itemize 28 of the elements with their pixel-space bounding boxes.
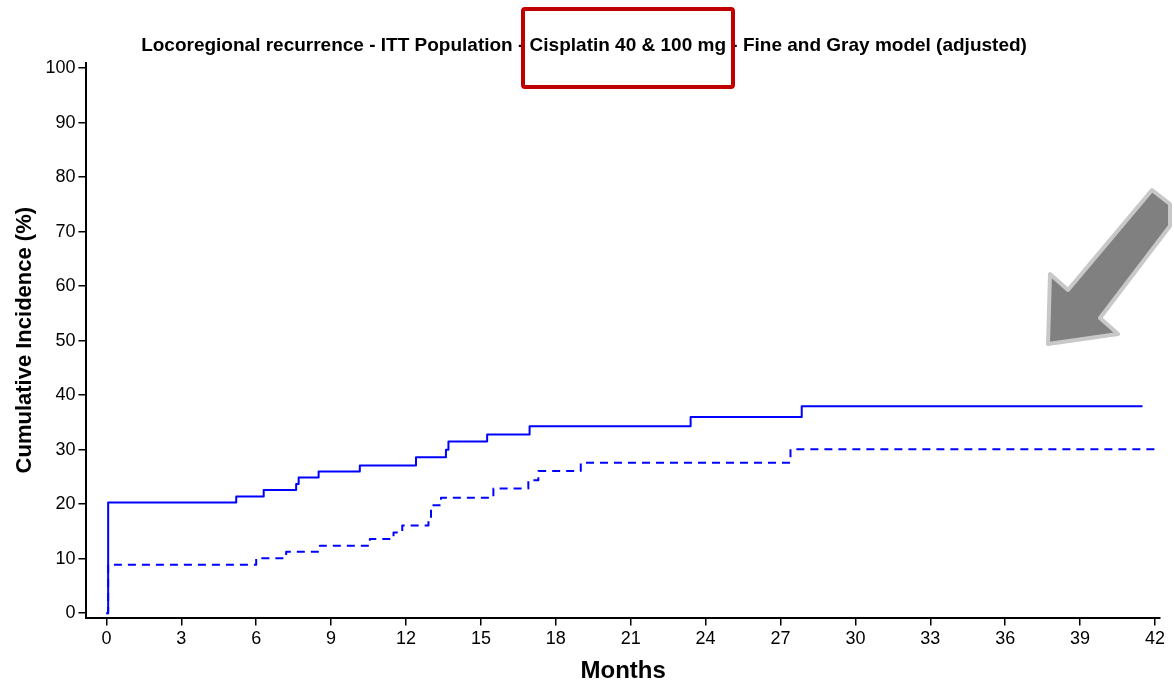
x-tick-label: 42 [1144, 628, 1166, 649]
x-tick-label: 12 [395, 628, 417, 649]
x-tick-label: 39 [1070, 628, 1091, 649]
x-tick-label: 27 [770, 628, 791, 649]
x-tick-label: 30 [845, 628, 866, 649]
y-tick-label: 90 [55, 111, 76, 132]
x-tick-label: 9 [326, 628, 337, 649]
y-tick-label: 60 [55, 275, 76, 296]
y-tick-label: 50 [55, 329, 76, 350]
x-tick-label: 18 [545, 628, 566, 649]
y-tick-label: 10 [55, 547, 76, 568]
y-tick-label: 100 [45, 57, 76, 78]
x-tick-label: 21 [620, 628, 641, 649]
y-tick-label: 20 [55, 493, 76, 514]
x-tick-label: 3 [176, 628, 187, 649]
x-tick-label: 33 [920, 628, 941, 649]
y-tick-label: 0 [65, 602, 76, 623]
x-tick-label: 24 [695, 628, 716, 649]
x-tick-label: 6 [251, 628, 262, 649]
x-tick-label: 15 [470, 628, 491, 649]
x-tick-label: 36 [995, 628, 1016, 649]
y-tick-label: 40 [55, 384, 76, 405]
y-tick-label: 80 [55, 166, 76, 187]
x-tick-label: 0 [101, 628, 112, 649]
x-axis-title: Months [580, 656, 666, 684]
y-tick-label: 30 [55, 438, 76, 459]
y-tick-label: 70 [55, 220, 76, 241]
y-axis-title: Cumulative Incidence (%) [11, 206, 37, 474]
